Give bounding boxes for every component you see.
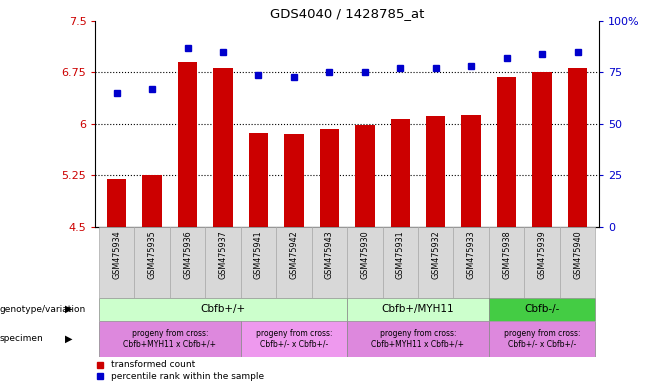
Bar (284, 134, 304, 227)
Text: GSM475942: GSM475942 (290, 230, 299, 279)
Text: GSM475938: GSM475938 (502, 230, 511, 279)
Bar (347, 227, 382, 298)
Text: specimen: specimen (0, 334, 43, 343)
Bar (205, 227, 241, 298)
Bar (418, 227, 453, 298)
Text: ▶: ▶ (64, 334, 72, 344)
Bar (568, 68, 587, 227)
Bar (524, 227, 560, 298)
Text: GSM475937: GSM475937 (218, 230, 228, 279)
Text: GSM475932: GSM475932 (431, 230, 440, 279)
Bar (489, 227, 524, 298)
Text: GSM475940: GSM475940 (573, 230, 582, 279)
Bar (107, 179, 126, 227)
Bar (241, 227, 276, 298)
Bar (560, 227, 595, 298)
Bar (390, 119, 410, 227)
Text: transformed count: transformed count (111, 360, 195, 369)
Text: Cbfb+/MYH11: Cbfb+/MYH11 (382, 304, 454, 314)
Bar (489, 298, 595, 321)
Text: GSM475943: GSM475943 (325, 230, 334, 279)
Bar (276, 227, 312, 298)
Text: GSM475933: GSM475933 (467, 230, 476, 279)
Bar (347, 298, 489, 321)
Bar (497, 77, 517, 227)
Bar (99, 298, 347, 321)
Bar (142, 175, 162, 227)
Bar (178, 62, 197, 227)
Bar (170, 227, 205, 298)
Bar (382, 227, 418, 298)
Title: GDS4040 / 1428785_at: GDS4040 / 1428785_at (270, 7, 424, 20)
Bar (426, 116, 445, 227)
Bar (99, 227, 134, 298)
Bar (532, 73, 552, 227)
Bar (347, 321, 489, 357)
Text: progeny from cross:
Cbfb+/- x Cbfb+/-: progeny from cross: Cbfb+/- x Cbfb+/- (504, 329, 580, 349)
Text: genotype/variation: genotype/variation (0, 305, 86, 314)
Text: GSM475941: GSM475941 (254, 230, 263, 279)
Bar (213, 68, 233, 227)
Text: GSM475930: GSM475930 (361, 230, 369, 279)
Bar (489, 321, 595, 357)
Bar (241, 321, 347, 357)
Bar (249, 133, 268, 227)
Text: progeny from cross:
Cbfb+MYH11 x Cbfb+/+: progeny from cross: Cbfb+MYH11 x Cbfb+/+ (372, 329, 465, 349)
Text: ▶: ▶ (64, 304, 72, 314)
Text: Cbfb-/-: Cbfb-/- (524, 304, 560, 314)
Text: GSM475931: GSM475931 (395, 230, 405, 279)
Bar (355, 125, 374, 227)
Text: GSM475939: GSM475939 (538, 230, 547, 279)
Bar (99, 321, 241, 357)
Bar (453, 227, 489, 298)
Text: Cbfb+/+: Cbfb+/+ (201, 304, 245, 314)
Bar (134, 227, 170, 298)
Text: GSM475936: GSM475936 (183, 230, 192, 279)
Bar (312, 227, 347, 298)
Text: GSM475934: GSM475934 (112, 230, 121, 279)
Text: progeny from cross:
Cbfb+/- x Cbfb+/-: progeny from cross: Cbfb+/- x Cbfb+/- (256, 329, 332, 349)
Bar (320, 129, 339, 227)
Text: percentile rank within the sample: percentile rank within the sample (111, 372, 264, 381)
Text: GSM475935: GSM475935 (147, 230, 157, 279)
Text: progeny from cross:
Cbfb+MYH11 x Cbfb+/+: progeny from cross: Cbfb+MYH11 x Cbfb+/+ (123, 329, 216, 349)
Bar (461, 115, 481, 227)
